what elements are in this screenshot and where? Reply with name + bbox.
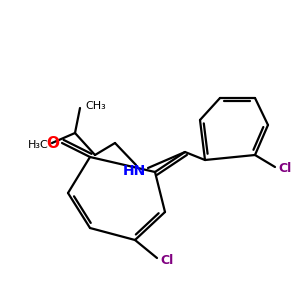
Text: Cl: Cl [278,163,292,176]
Text: HN: HN [122,164,146,178]
Text: O: O [46,136,59,151]
Text: Cl: Cl [160,254,174,268]
Text: CH₃: CH₃ [85,101,106,111]
Text: H₃C: H₃C [28,140,48,150]
